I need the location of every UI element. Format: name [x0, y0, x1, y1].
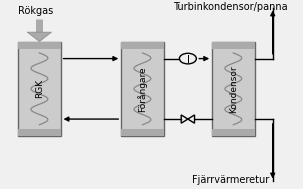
Bar: [121, 42, 164, 136]
Bar: [212, 42, 255, 136]
Text: RGK: RGK: [35, 79, 44, 98]
Bar: [212, 129, 255, 136]
Text: Rökgas: Rökgas: [18, 6, 53, 16]
Text: Förångare: Förångare: [138, 66, 147, 112]
Bar: [212, 42, 255, 49]
Bar: [121, 42, 164, 49]
Polygon shape: [27, 32, 52, 42]
Text: Fjärrvärmeretur: Fjärrvärmeretur: [192, 175, 269, 185]
Text: Kondensor: Kondensor: [229, 65, 238, 113]
Bar: [18, 129, 61, 136]
Text: Turbinkondensor/panna: Turbinkondensor/panna: [173, 2, 288, 12]
Bar: [18, 42, 61, 49]
Bar: [18, 42, 61, 136]
Bar: [121, 129, 164, 136]
